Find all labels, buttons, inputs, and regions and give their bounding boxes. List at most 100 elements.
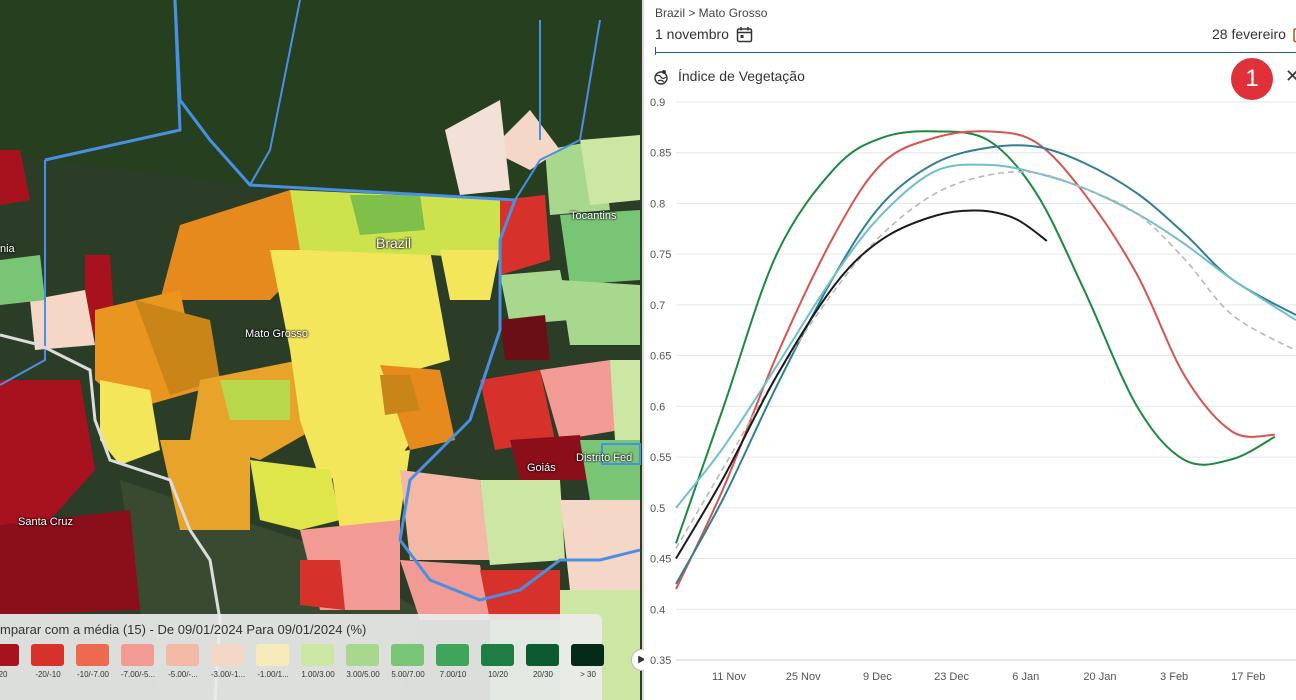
legend-swatch [76,644,109,666]
legend-swatch-label: -10/-7.00 [76,670,110,679]
legend-swatch [526,644,559,666]
y-tick-label: 0.7 [650,300,665,312]
label-brazil: Brazil [376,235,412,251]
state-border-amazonas [44,0,182,162]
x-tick-label: 6 Jan [1012,671,1039,683]
region-mt-6 [350,195,425,235]
country-border-bolivia [0,333,222,700]
legend-swatch-label: 20/30 [532,670,554,679]
legend-swatch-label: 1.00/3.00 [301,670,335,679]
region-santa-cruz [0,510,140,615]
vegetation-index-chart[interactable]: 0.35 0.4 0.45 0.5 0.55 0.6 0.65 0.7 0.75 0.8 0.85 0… [644,92,1296,700]
x-tick-label: 25 Nov [786,671,821,683]
region-mt-14 [250,460,340,530]
state-border-rondonia [0,160,46,386]
timeline-bar[interactable] [655,52,1296,53]
label-distrito-federal: Distrito Fed [576,452,633,464]
y-tick-label: 0.65 [650,351,671,363]
series-line [675,171,1296,549]
x-tick-label: 3 Feb [1160,671,1188,683]
date-end[interactable]: 28 fevereiro [1212,26,1286,42]
label-mato-grosso: Mato Grosso [245,328,308,340]
region-mt-15 [330,450,410,530]
x-tick-label: 23 Dec [934,671,969,683]
region-east-1 [500,195,550,275]
breadcrumb[interactable]: Brazil > Mato Grosso [655,6,768,20]
y-tick-label: 0.75 [650,249,671,261]
region-south-2 [480,480,565,565]
legend-swatch-label: -3.00/-1... [210,670,246,679]
region-east-5 [500,270,570,325]
y-tick-label: 0.6 [650,401,665,413]
legend-swatch-label: 5.00/7.00 [391,670,425,679]
timeline-tick [655,47,656,55]
x-tick-label: 20 Jan [1083,671,1116,683]
region-south-4 [400,560,490,620]
y-tick-label: 0.35 [650,655,671,667]
legend-swatch-label: -1.00/1... [257,670,289,679]
region-east-9 [560,280,640,345]
map-canvas[interactable] [0,0,642,700]
region-goias-2 [580,440,640,500]
region-west-4 [0,255,45,305]
y-tick-label: 0.85 [650,148,671,160]
legend-swatch [481,644,514,666]
legend-swatch [301,644,334,666]
label-goias: Goiás [527,462,556,474]
y-tick-label: 0.5 [650,503,665,515]
globe-icon [654,70,668,85]
calendar-icon[interactable] [1293,26,1296,43]
step-badge: 1 [1231,58,1273,100]
region-mt-12 [100,380,160,465]
region-south-7 [300,560,345,610]
region-west-3 [30,290,95,350]
region-goias-1 [510,435,590,480]
region-east-4 [445,100,510,195]
region-mt-16 [220,380,290,420]
legend-swatch [0,644,19,666]
map-legend: mparar com a média (15) - De 09/01/2024 … [0,614,604,700]
close-icon[interactable]: ✕ [1285,66,1296,86]
state-border-tocantins [514,19,601,201]
legend-swatch-label: -5.00/-... [168,670,198,679]
series-line [675,130,1275,590]
region-east-10 [540,360,620,440]
series-line [675,144,1296,585]
region-mt-4 [270,250,450,380]
y-tick-label: 0.55 [650,452,671,464]
legend-swatch-label: > 30 [580,670,596,679]
series-line [675,163,1296,509]
x-tick-label: 9 Dec [863,671,892,683]
region-east-7 [560,210,640,285]
y-tick-label: 0.8 [650,198,665,210]
legend-swatch [121,644,154,666]
region-south-1 [400,470,490,560]
date-start[interactable]: 1 novembro [655,26,729,42]
region-east-3 [490,110,560,170]
region-mt-11 [380,375,420,415]
legend-swatch-label: 20 [0,670,8,679]
legend-swatch [256,644,289,666]
x-tick-label: 11 Nov [712,671,747,683]
label-rondonia-fragment: nia [0,243,15,255]
legend-swatch [391,644,424,666]
legend-swatch [346,644,379,666]
distrito-federal-border [601,443,641,465]
region-mt-7 [440,250,500,300]
label-tocantins: Tocantins [570,210,617,222]
region-east-11 [480,370,555,450]
calendar-icon[interactable] [736,26,753,43]
series-line [675,209,1048,560]
region-bolivia-north [0,380,95,525]
legend-swatch-label: 7.00/10 [439,670,467,679]
series-line [675,130,1276,544]
map-view[interactable]: Brazil Mato Grosso Tocantins Goiás Distr… [0,0,642,700]
chart-panel: Brazil > Mato Grosso 1 novembro 28 fever… [644,0,1296,700]
panel-divider[interactable] [642,0,644,700]
legend-swatch [31,644,64,666]
legend-swatch-label: -20/-10 [35,670,61,679]
region-east-6 [500,315,550,360]
region-east-12 [610,360,640,440]
y-tick-label: 0.45 [650,554,671,566]
region-south-5 [480,570,560,620]
